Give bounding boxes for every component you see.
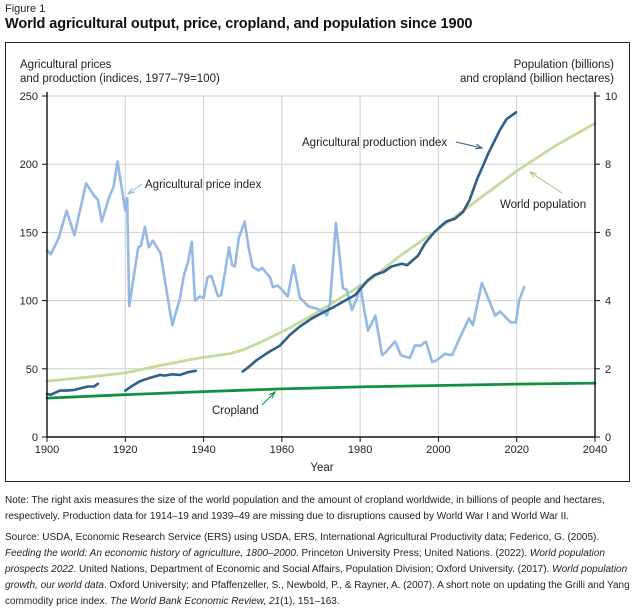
price-index-arrow-line [127,183,143,195]
population-arrow-line [529,171,563,194]
y-right-label-line2: and cropland (billion hectares) [460,73,614,85]
series-layer [45,111,597,400]
price-index-label: Agricultural price index [145,179,262,191]
y-right-tick-label: 0 [605,432,611,444]
y-left-tick-label: 50 [26,364,38,376]
production-index-label: Agricultural production index [302,137,447,149]
x-tick-label: 1940 [191,444,215,456]
chart-title: World agricultural output, price, cropla… [5,16,473,32]
x-tick-label: 1900 [35,444,59,456]
y-left-tick-label: 100 [20,296,38,308]
chart: 0 50 100 150 200 250 0 2 4 6 8 10 1900 1920 1940 1960 19… [20,59,618,474]
figure-label: Figure 1 [5,3,46,15]
series-production-line [45,382,100,396]
population-arrowhead [528,171,537,178]
series-cropland-line [45,381,597,400]
cropland-label: Cropland [212,405,259,417]
x-tick-label: 2040 [583,444,607,456]
axes [42,92,600,442]
source-part: . Oxford University; and Pfaffenzeller, … [5,580,630,607]
y-right-label-line1: Population (billions) [514,59,615,71]
production-index-arrow-line [455,141,483,149]
population-label: World population [500,199,586,211]
y-left-tick-label: 200 [20,159,38,171]
source-part: . United Nations, Department of Economic… [73,564,553,575]
cropland-arrow-line [261,391,276,406]
y-left-label-line2: and production (indices, 1977–79=100) [20,73,220,85]
y-left-label-line1: Agricultural prices [20,59,112,71]
y-left-tick-label: 150 [20,227,38,239]
source-part: (1), 151–163. [280,596,340,607]
x-tick-label: 1960 [270,444,294,456]
series-production-line [124,369,197,392]
series-production-line [241,111,518,373]
y-left-tick-label: 250 [20,91,38,103]
series-population-line [45,121,597,383]
y-right-tick-label: 4 [605,296,611,308]
grid-lines [47,95,595,437]
y-right-tick-label: 6 [605,227,611,239]
source-part: Feeding the world: An economic history o… [5,548,296,559]
x-tick-label: 2020 [504,444,528,456]
chart-note: Note: The right axis measures the size o… [5,495,605,522]
source-part: The World Bank Economic Review, 21 [110,596,281,607]
series-price-line [45,160,526,364]
y-right-tick-label: 10 [605,91,617,103]
source-part: World population prospects 2022 [5,548,605,575]
x-tick-label: 1980 [348,444,372,456]
y-left-tick-label: 0 [32,432,38,444]
chart-source: Source: USDA, Economic Research Service … [5,530,630,610]
cropland-arrowhead [268,390,277,399]
x-tick-label: 1920 [113,444,137,456]
price-index-arrowhead [126,187,135,195]
y-right-tick-label: 8 [605,159,611,171]
production-index-arrowhead [474,143,484,150]
source-part: Source: USDA, Economic Research Service … [5,532,600,543]
y-right-tick-label: 2 [605,364,611,376]
chart-frame [5,42,630,482]
source-part: . Princeton University Press; United Nat… [295,548,530,559]
x-axis-label: Year [310,462,333,474]
source-part: World population growth, our world data [5,564,628,591]
labels: 0 50 100 150 200 250 0 2 4 6 8 10 1900 1920 1940 1960 19… [20,59,618,474]
x-tick-label: 2000 [426,444,450,456]
